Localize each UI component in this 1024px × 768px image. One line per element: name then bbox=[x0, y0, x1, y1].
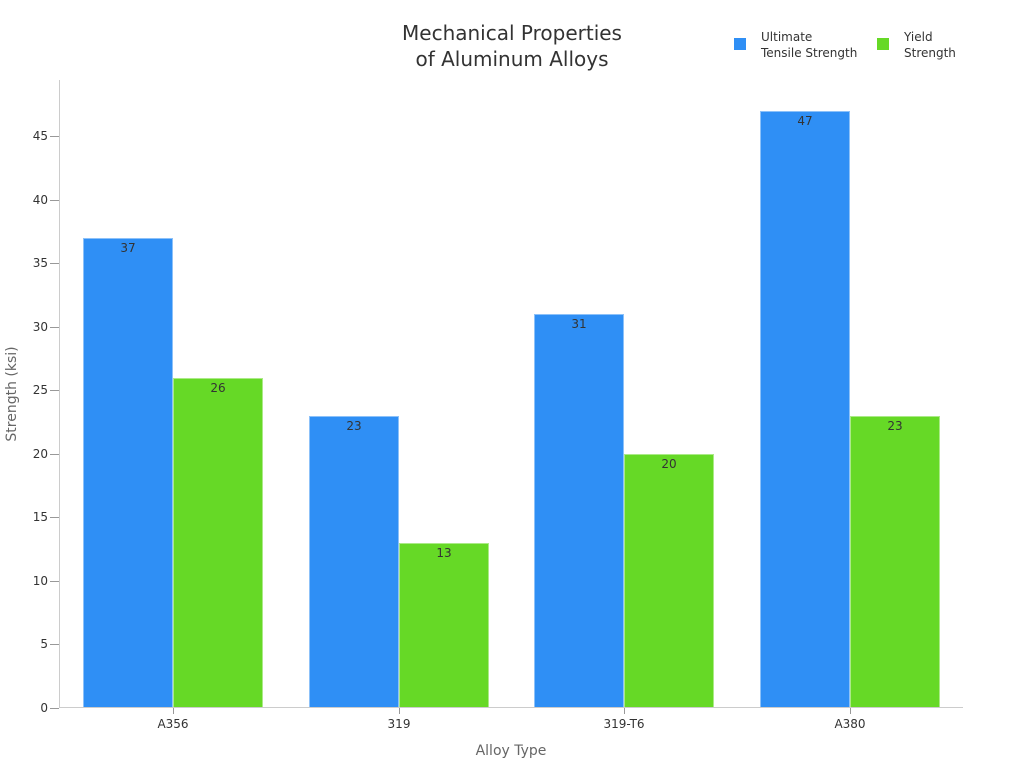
legend-label-yield-line-2: Strength bbox=[904, 46, 956, 60]
y-tick-label: 25 bbox=[32, 383, 48, 397]
x-tick-label: 319-T6 bbox=[603, 717, 645, 731]
chart-title: Mechanical Properties of Aluminum Alloys bbox=[362, 20, 662, 72]
y-tick-label: 10 bbox=[32, 574, 48, 588]
bar-value-label: 31 bbox=[571, 316, 587, 331]
y-tick-label: 5 bbox=[40, 637, 48, 651]
y-tick-label: 45 bbox=[32, 129, 48, 143]
y-tick bbox=[50, 136, 59, 137]
y-tick bbox=[50, 390, 59, 391]
legend-label-uts-line-1: Ultimate bbox=[761, 30, 813, 44]
x-tick bbox=[173, 708, 174, 714]
x-tick bbox=[624, 708, 625, 714]
x-tick-label: A380 bbox=[834, 717, 866, 731]
y-tick bbox=[50, 517, 59, 518]
legend-swatch-uts bbox=[734, 38, 746, 50]
y-tick bbox=[50, 581, 59, 582]
x-tick bbox=[850, 708, 851, 714]
y-tick bbox=[50, 327, 59, 328]
y-tick bbox=[50, 454, 59, 455]
bar-a356-yield[interactable]: 26 bbox=[173, 377, 263, 708]
x-tick bbox=[399, 708, 400, 714]
y-tick bbox=[50, 644, 59, 645]
x-axis-line bbox=[59, 707, 963, 708]
x-axis-label: Alloy Type bbox=[475, 743, 547, 759]
legend-label-uts-line-2: Tensile Strength bbox=[761, 46, 858, 60]
bar-a380-yield[interactable]: 23 bbox=[850, 415, 940, 708]
bar-319-t6-yield[interactable]: 20 bbox=[624, 453, 714, 708]
y-tick-label: 30 bbox=[32, 320, 48, 334]
bar-value-label: 37 bbox=[120, 240, 136, 255]
x-tick-label: 319 bbox=[387, 717, 411, 731]
bar-value-label: 23 bbox=[346, 418, 362, 433]
chart-title-line-1: Mechanical Properties bbox=[402, 21, 622, 45]
legend-swatch-yield bbox=[877, 38, 889, 50]
bar-value-label: 47 bbox=[797, 113, 813, 128]
bar-value-label: 23 bbox=[887, 418, 903, 433]
bar-value-label: 20 bbox=[661, 456, 677, 471]
y-tick bbox=[50, 263, 59, 264]
y-tick-label: 35 bbox=[32, 256, 48, 270]
y-tick bbox=[50, 708, 59, 709]
bar-319-yield[interactable]: 13 bbox=[399, 542, 489, 708]
x-tick-label: A356 bbox=[157, 717, 189, 731]
bar-a356-uts[interactable]: 37 bbox=[83, 237, 173, 708]
y-tick-label: 20 bbox=[32, 447, 48, 461]
bar-value-label: 26 bbox=[210, 380, 226, 395]
bar-319-t6-uts[interactable]: 31 bbox=[534, 313, 624, 708]
legend-label-yield-line-1: Yield bbox=[904, 30, 933, 44]
y-axis-label: Strength (ksi) bbox=[4, 346, 20, 442]
y-axis-line bbox=[59, 80, 60, 708]
legend-item-yield-strength[interactable]: Yield Strength bbox=[877, 29, 956, 61]
legend-item-ultimate-tensile-strength[interactable]: Ultimate Tensile Strength bbox=[734, 29, 857, 61]
bar-a380-uts[interactable]: 47 bbox=[760, 110, 850, 708]
bar-319-uts[interactable]: 23 bbox=[309, 415, 399, 708]
bar-value-label: 13 bbox=[436, 545, 452, 560]
chart-title-line-2: of Aluminum Alloys bbox=[415, 47, 609, 71]
y-tick bbox=[50, 200, 59, 201]
y-tick-label: 15 bbox=[32, 510, 48, 524]
y-tick-label: 0 bbox=[40, 701, 48, 715]
y-tick-label: 40 bbox=[32, 193, 48, 207]
